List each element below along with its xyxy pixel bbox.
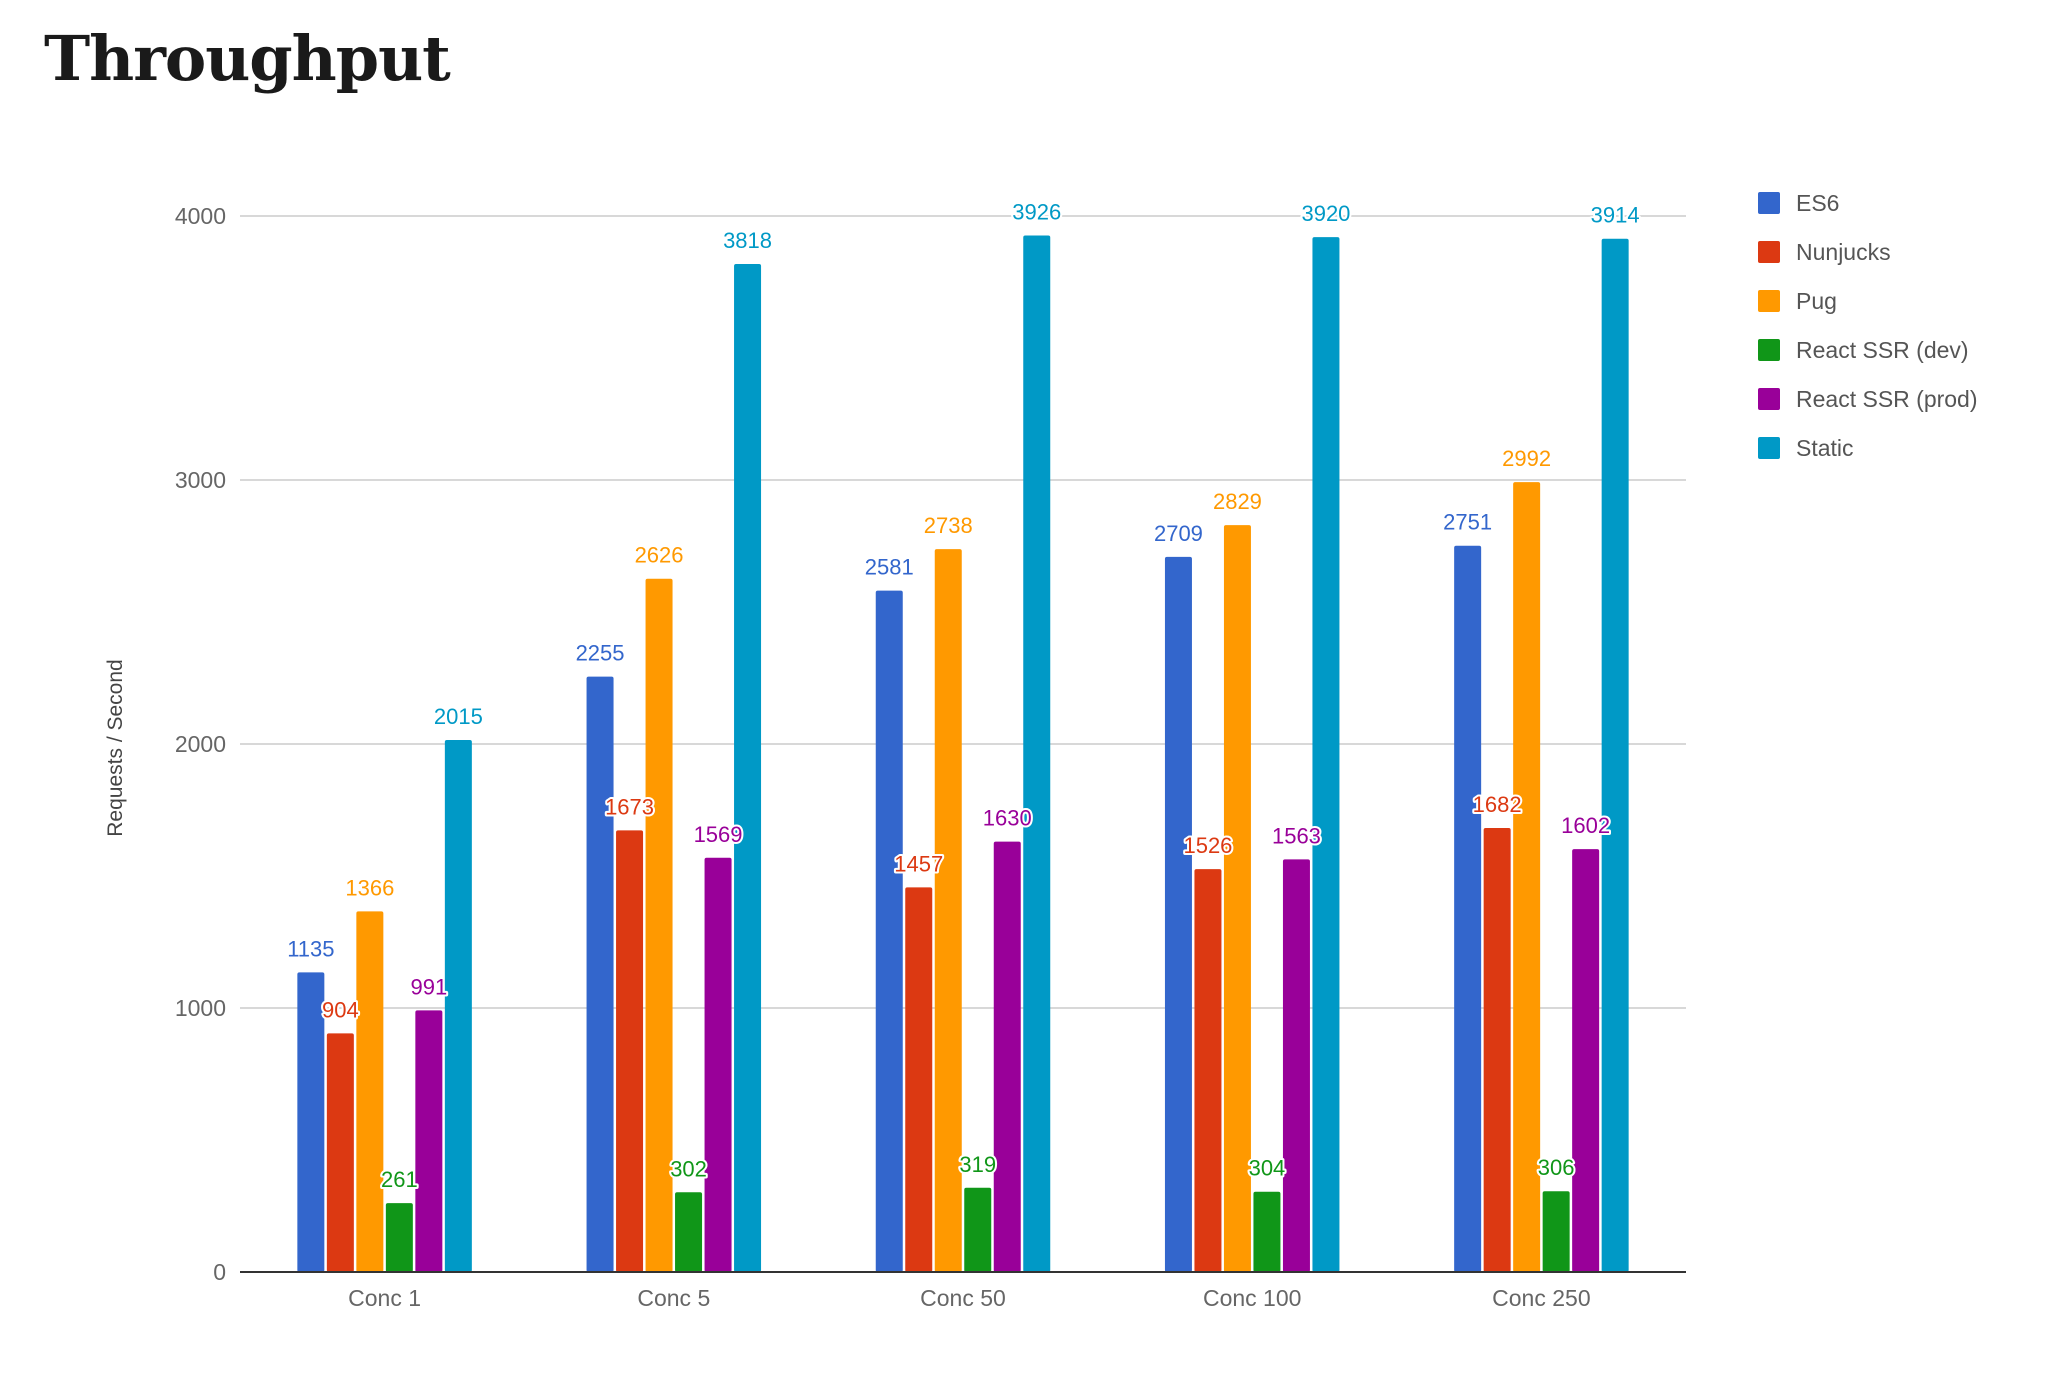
legend-swatch [1758,339,1780,361]
bar-react-ssr-prod-conc-5 [704,857,732,1272]
bar-static-conc-1 [444,740,472,1272]
bar-static-conc-100 [1312,237,1340,1272]
data-label-nunjucks-conc-1: 904 [322,997,359,1022]
x-category-label: Conc 1 [348,1285,421,1311]
bar-nunjucks-conc-5 [616,830,644,1272]
x-category-label: Conc 250 [1492,1285,1590,1311]
legend-label: React SSR (dev) [1796,337,1969,363]
bar-static-conc-250 [1601,238,1629,1273]
legend-swatch [1758,437,1780,459]
legend-item-react-ssr-dev: React SSR (dev) [1758,337,1969,363]
data-label-nunjucks-conc-100: 1526 [1183,833,1232,858]
bar-es6-conc-250 [1454,545,1482,1272]
legend-swatch [1758,388,1780,410]
data-label-react-ssr-prod-conc-5: 1569 [694,822,743,847]
x-axis-categories: Conc 1 Conc 5 Conc 50 Conc 100 Conc 250 [348,1285,1590,1311]
bar-es6-conc-1 [297,972,325,1272]
legend-label: Pug [1796,288,1837,314]
data-label-es6-conc-100: 2709 [1154,521,1203,546]
data-label-react-ssr-dev-conc-5: 302 [670,1156,707,1181]
legend-label: React SSR (prod) [1796,386,1978,412]
y-tick-label: 1000 [175,995,226,1021]
data-label-es6-conc-1: 1135 [287,936,334,961]
bar-pug-conc-50 [934,549,962,1272]
data-label-nunjucks-conc-50: 1457 [894,851,943,876]
x-category-label: Conc 50 [920,1285,1006,1311]
legend-item-nunjucks: Nunjucks [1758,239,1891,265]
data-label-pug-conc-50: 2738 [924,513,973,538]
data-label-react-ssr-prod-conc-100: 1563 [1272,823,1321,848]
legend-item-react-ssr-prod: React SSR (prod) [1758,386,1978,412]
data-label-static-conc-1: 2015 [434,704,483,729]
data-labels: 1135 904 1366 261 991 2015 2255 1673 2626 302 1569… [285,198,1641,1195]
data-label-static-conc-100: 3920 [1301,201,1350,226]
y-tick-label: 2000 [175,731,226,757]
gridlines [240,215,1686,1009]
data-label-pug-conc-250: 2992 [1502,446,1551,471]
y-axis-ticks: 0 1000 2000 3000 4000 [175,203,226,1285]
bar-react-ssr-dev-conc-5 [675,1192,703,1272]
data-label-es6-conc-5: 2255 [576,641,625,666]
bar-react-ssr-prod-conc-1 [415,1010,443,1272]
bar-nunjucks-conc-50 [905,887,933,1272]
bar-react-ssr-prod-conc-100 [1282,859,1310,1272]
data-label-es6-conc-50: 2581 [865,555,914,580]
y-tick-label: 3000 [175,467,226,493]
data-label-static-conc-5: 3818 [723,228,772,253]
data-label-pug-conc-1: 1366 [345,875,394,900]
data-label-static-conc-250: 3914 [1591,203,1640,228]
legend-swatch [1758,241,1780,263]
data-label-react-ssr-prod-conc-50: 1630 [983,806,1032,831]
bar-static-conc-50 [1023,235,1051,1272]
bar-react-ssr-prod-conc-50 [993,841,1021,1272]
bar-nunjucks-conc-100 [1194,869,1222,1272]
bar-es6-conc-100 [1164,556,1192,1272]
legend-item-static: Static [1758,435,1854,461]
bar-es6-conc-50 [875,590,903,1272]
page-title: Throughput [44,22,451,95]
data-label-pug-conc-100: 2829 [1213,489,1262,514]
legend: ES6 Nunjucks Pug React SSR (dev) React SSR (… [1758,190,1978,461]
bars [297,235,1629,1273]
data-label-nunjucks-conc-5: 1673 [605,794,654,819]
bar-static-conc-5 [734,264,762,1273]
legend-label: Nunjucks [1796,239,1891,265]
bar-pug-conc-100 [1223,525,1251,1272]
bar-react-ssr-dev-conc-100 [1253,1191,1281,1272]
data-label-static-conc-50: 3926 [1012,200,1061,225]
data-label-nunjucks-conc-250: 1682 [1473,792,1522,817]
y-axis-title: Requests / Second [104,659,127,836]
bar-react-ssr-dev-conc-250 [1542,1191,1570,1272]
data-label-pug-conc-5: 2626 [635,543,684,568]
x-category-label: Conc 5 [637,1285,710,1311]
data-label-react-ssr-dev-conc-250: 306 [1538,1155,1575,1180]
bar-pug-conc-1 [356,911,384,1272]
data-label-react-ssr-dev-conc-1: 261 [381,1167,418,1192]
bar-react-ssr-dev-conc-1 [385,1203,413,1272]
data-label-react-ssr-dev-conc-100: 304 [1249,1156,1286,1181]
y-tick-label: 0 [213,1259,226,1285]
bar-react-ssr-prod-conc-250 [1572,849,1600,1272]
bar-react-ssr-dev-conc-50 [964,1187,992,1272]
bar-pug-conc-250 [1513,482,1541,1272]
legend-swatch [1758,290,1780,312]
bar-nunjucks-conc-1 [326,1033,354,1272]
data-label-react-ssr-prod-conc-1: 991 [410,974,447,999]
data-label-react-ssr-dev-conc-50: 319 [959,1152,996,1177]
x-category-label: Conc 100 [1203,1285,1301,1311]
bar-es6-conc-5 [586,676,614,1272]
bar-pug-conc-5 [645,578,673,1272]
bar-nunjucks-conc-250 [1483,827,1511,1272]
legend-item-es6: ES6 [1758,190,1839,216]
legend-swatch [1758,192,1780,214]
data-label-react-ssr-prod-conc-250: 1602 [1561,813,1610,838]
data-label-es6-conc-250: 2751 [1443,510,1492,535]
legend-label: ES6 [1796,190,1839,216]
legend-item-pug: Pug [1758,288,1837,314]
y-tick-label: 4000 [175,203,226,229]
legend-label: Static [1796,435,1854,461]
